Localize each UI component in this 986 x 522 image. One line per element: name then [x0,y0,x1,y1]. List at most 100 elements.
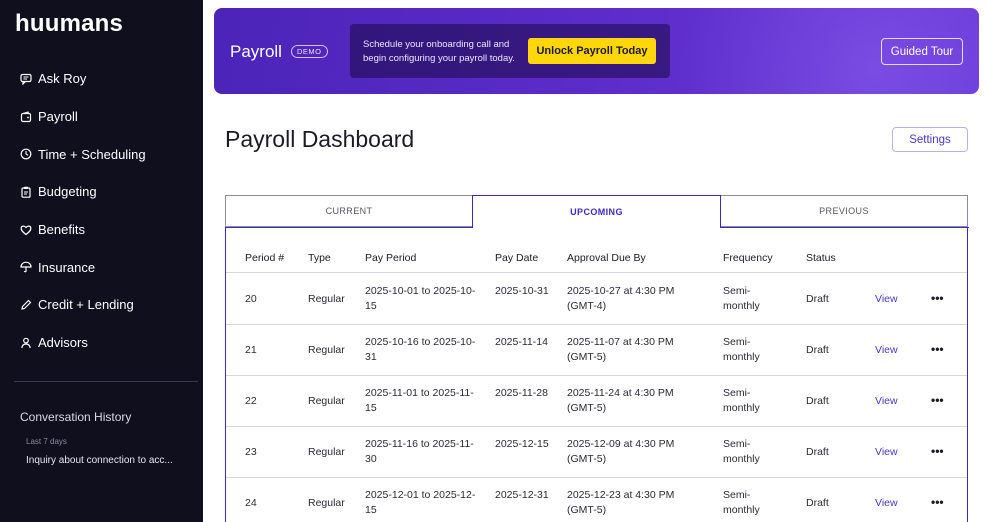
cell-status: Draft [806,395,829,407]
tab-underline-left [225,227,473,228]
clipboard-icon [20,186,32,198]
cell-frequency: Semi-monthly [723,438,760,465]
conversation-item[interactable]: Inquiry about connection to acc... [26,455,173,466]
cell-period: 20 [245,293,257,305]
logo[interactable]: huumans [15,10,124,37]
cell-status: Draft [806,293,829,305]
umbrella-icon [20,261,32,273]
header-pay-period: Pay Period [365,252,417,264]
table-row: 22 Regular 2025-11-01 to 2025-11-15 2025… [226,376,967,427]
header-frequency: Frequency [723,252,773,264]
table-row: 23 Regular 2025-11-16 to 2025-11-30 2025… [226,427,967,478]
cell-pay-period: 2025-12-01 to 2025-12-15 [365,489,476,516]
cell-approval-due: 2025-11-24 at 4:30 PM (GMT-5) [567,387,674,414]
cell-pay-date: 2025-11-28 [495,387,548,399]
cell-frequency: Semi-monthly [723,387,760,414]
conversation-history-title: Conversation History [20,410,132,424]
sidebar: huumans Ask Roy Payroll Time + Schedulin… [0,0,203,522]
sidebar-divider [14,381,198,382]
sidebar-item-label: Ask Roy [38,71,87,87]
tab-upcoming[interactable]: UPCOMING [472,195,721,228]
tab-underline-right [721,227,969,228]
header-pay-date: Pay Date [495,252,539,264]
tab-current[interactable]: CURRENT [225,195,473,227]
cell-type: Regular [308,395,345,407]
cell-pay-date: 2025-10-31 [495,285,549,297]
sidebar-item-label: Budgeting [38,184,97,200]
table-row: 24 Regular 2025-12-01 to 2025-12-15 2025… [226,478,967,522]
sidebar-item-label: Insurance [38,259,96,275]
payroll-tabs: CURRENT PREVIOUS UPCOMING [225,195,968,228]
cell-pay-period: 2025-10-16 to 2025-10-31 [365,336,476,363]
more-options-icon[interactable]: ••• [931,495,944,509]
header-period: Period # [245,252,285,264]
view-link[interactable]: View [875,293,898,305]
payroll-table: Period # Type Pay Period Pay Date Approv… [225,227,969,522]
sidebar-item-label: Advisors [38,335,88,351]
cell-pay-date: 2025-12-15 [495,438,549,450]
cell-status: Draft [806,446,829,458]
cell-frequency: Semi-monthly [723,336,760,363]
sidebar-item-label: Credit + Lending [38,297,134,313]
sidebar-item-ask-roy[interactable]: Ask Roy [0,60,203,98]
cell-approval-due: 2025-12-23 at 4:30 PM (GMT-5) [567,489,675,516]
cell-status: Draft [806,497,829,509]
sidebar-item-label: Benefits [38,222,85,238]
sidebar-item-time-scheduling[interactable]: Time + Scheduling [0,135,203,173]
header-approval-due: Approval Due By [567,252,646,264]
demo-badge: DEMO [291,45,328,58]
sidebar-item-label: Payroll [38,109,78,125]
cell-pay-date: 2025-12-31 [495,489,549,501]
promo-box: Schedule your onboarding call and begin … [350,24,670,78]
sidebar-item-budgeting[interactable]: Budgeting [0,173,203,211]
page-title: Payroll Dashboard [225,126,415,152]
sidebar-nav: Ask Roy Payroll Time + Scheduling Budget… [0,60,203,362]
more-options-icon[interactable]: ••• [931,342,944,356]
unlock-payroll-button[interactable]: Unlock Payroll Today [528,38,656,64]
cell-period: 23 [245,446,257,458]
table-header: Period # Type Pay Period Pay Date Approv… [226,247,967,273]
heart-icon [20,224,32,236]
header-status: Status [806,252,836,264]
cell-approval-due: 2025-10-27 at 4:30 PM (GMT-4) [567,285,675,312]
cell-status: Draft [806,344,829,356]
cell-period: 22 [245,395,257,407]
more-options-icon[interactable]: ••• [931,291,944,305]
cell-pay-date: 2025-11-14 [495,336,548,348]
cell-frequency: Semi-monthly [723,285,760,312]
conversation-group-label: Last 7 days [26,437,67,446]
tab-previous[interactable]: PREVIOUS [720,195,968,227]
sidebar-item-benefits[interactable]: Benefits [0,211,203,249]
sidebar-item-payroll[interactable]: Payroll [0,98,203,136]
header-type: Type [308,252,331,264]
sidebar-item-label: Time + Scheduling [38,146,146,162]
guided-tour-button[interactable]: Guided Tour [881,38,963,65]
view-link[interactable]: View [875,395,898,407]
view-link[interactable]: View [875,497,898,509]
table-row: 21 Regular 2025-10-16 to 2025-10-31 2025… [226,325,967,376]
cell-type: Regular [308,497,345,509]
more-options-icon[interactable]: ••• [931,393,944,407]
cell-type: Regular [308,293,345,305]
cell-pay-period: 2025-10-01 to 2025-10-15 [365,285,476,312]
clock-icon [20,148,32,160]
promo-text: Schedule your onboarding call and begin … [363,39,515,64]
view-link[interactable]: View [875,446,898,458]
settings-button[interactable]: Settings [892,127,968,152]
sidebar-item-credit-lending[interactable]: Credit + Lending [0,286,203,324]
cell-pay-period: 2025-11-01 to 2025-11-15 [365,387,474,414]
view-link[interactable]: View [875,344,898,356]
cell-type: Regular [308,446,345,458]
wallet-icon [20,110,32,123]
banner-title: Payroll [230,42,282,61]
cell-approval-due: 2025-11-07 at 4:30 PM (GMT-5) [567,336,674,363]
cell-approval-due: 2025-12-09 at 4:30 PM (GMT-5) [567,438,675,465]
chat-icon [20,73,32,85]
more-options-icon[interactable]: ••• [931,444,944,458]
table-row: 20 Regular 2025-10-01 to 2025-10-15 2025… [226,274,967,325]
sidebar-item-advisors[interactable]: Advisors [0,324,203,362]
cell-pay-period: 2025-11-16 to 2025-11-30 [365,438,474,465]
pencil-icon [20,299,32,311]
cell-frequency: Semi-monthly [723,489,760,516]
sidebar-item-insurance[interactable]: Insurance [0,248,203,286]
